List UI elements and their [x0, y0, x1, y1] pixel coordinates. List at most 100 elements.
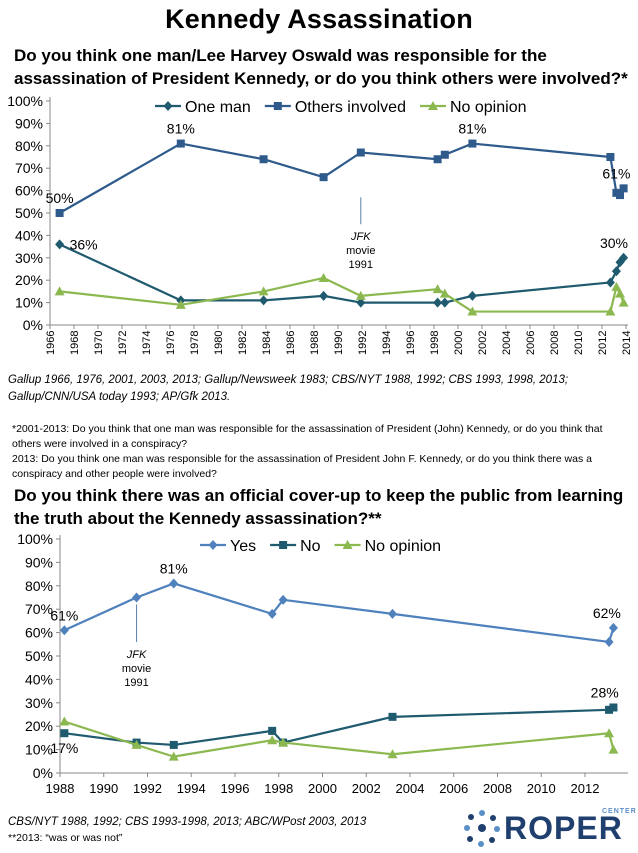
- chart1-x-tick-label: 1970: [93, 331, 105, 355]
- chart1-point-s1: [606, 153, 615, 161]
- chart1-point-s0: [259, 295, 269, 306]
- chart1-x-tick-label: 1972: [117, 331, 129, 355]
- chart1-point-s2: [605, 306, 616, 316]
- chart2-data-label: 28%: [591, 684, 619, 700]
- chart1-data-label: 81%: [167, 121, 195, 137]
- chart1-point-s0: [440, 297, 450, 308]
- chart2-point-s1: [268, 726, 277, 735]
- chart2-x-tick-label: 2002: [352, 781, 381, 796]
- chart2-series-line-0: [63, 582, 615, 644]
- chart1-x-tick-label: 1990: [333, 331, 345, 355]
- chart2-x-tick-label: 2008: [483, 781, 512, 796]
- chart1-y-tick-label: 10%: [15, 295, 43, 311]
- chart1-point-s2: [611, 281, 622, 291]
- chart2-point-s2: [168, 751, 179, 761]
- chart2-y-tick-label: 40%: [25, 671, 53, 687]
- chart1-x-tick-label: 1986: [285, 331, 297, 355]
- chart2-point-s2: [278, 737, 289, 747]
- chart2-point-s0: [267, 608, 277, 619]
- chart1-y-tick-label: 30%: [15, 250, 43, 266]
- chart2-legend-label-2: No opinion: [365, 538, 442, 555]
- chart1-data-label: 61%: [602, 165, 630, 181]
- chart2-x-tick-label: 2012: [571, 781, 600, 796]
- chart1-x-tick-label: 2000: [453, 331, 465, 355]
- chart2-x-tick-label: 2006: [439, 781, 468, 796]
- chart2-point-s1: [609, 703, 618, 712]
- chart1-data-label: 36%: [70, 236, 98, 252]
- roper-dots-icon: [464, 810, 500, 847]
- question-1: Do you think one man/Lee Harvey Oswald w…: [14, 46, 628, 88]
- chart1-point-s1: [356, 148, 365, 157]
- chart1-x-tick-label: 2004: [501, 331, 513, 355]
- chart2-y-tick-label: 100%: [17, 531, 53, 547]
- chart2-series-line-1: [64, 706, 614, 747]
- chart1-point-s2: [467, 306, 478, 316]
- source-2: CBS/NYT 1988, 1992; CBS 1993-1998, 2013;…: [8, 816, 367, 828]
- chart1-y-tick-label: 100%: [7, 93, 43, 109]
- chart2-y-tick-label: 10%: [25, 742, 53, 758]
- chart2-point-s2: [387, 749, 398, 759]
- chart1-x-tick-label: 1980: [213, 331, 225, 355]
- chart2-x-tick-label: 1994: [177, 781, 206, 796]
- chart2-point-s2: [59, 716, 70, 726]
- chart2-point-s2: [608, 744, 619, 754]
- chart1-x-tick-label: 2006: [525, 331, 537, 355]
- chart1-x-tick-label: 1974: [141, 331, 153, 355]
- chart2-series-line-2: [64, 720, 615, 758]
- chart1-x-tick-label: 1982: [237, 331, 249, 355]
- chart2-annotation-text: JFK: [126, 649, 147, 661]
- logo-text: ROPER: [504, 810, 623, 846]
- chart1-y-tick-label: 40%: [15, 227, 43, 243]
- chart1-annotation-text: 1991: [349, 259, 373, 271]
- chart1-x-tick-label: 1988: [309, 331, 321, 355]
- chart1-x-tick-label: 1994: [381, 331, 393, 355]
- chart1-y-tick-label: 20%: [15, 272, 43, 288]
- chart2-y-tick-label: 60%: [25, 625, 53, 641]
- chart1-x-tick-label: 2014: [621, 331, 633, 355]
- chart1-x-tick-label: 1968: [69, 331, 81, 355]
- chart2-point-s0: [608, 622, 618, 633]
- chart1-series-line-1: [59, 142, 625, 214]
- chart1-point-s0: [611, 266, 621, 277]
- chart1-y-tick-label: 60%: [15, 183, 43, 199]
- chart2-legend-marker-2: [342, 540, 353, 549]
- chart2-x-tick-label: 1996: [221, 781, 250, 796]
- chart2-point-s0: [604, 636, 614, 647]
- chart1-point-s2: [432, 284, 443, 294]
- chart1-legend-marker-1: [273, 102, 282, 110]
- chart2-annotation-text: 1991: [124, 677, 148, 689]
- chart1-x-tick-label: 1976: [165, 331, 177, 355]
- chart1-data-label: 30%: [600, 235, 628, 251]
- chart1-point-s2: [439, 288, 450, 298]
- chart2-point-s1: [169, 740, 178, 749]
- chart1-x-tick-label: 1984: [261, 331, 273, 355]
- footnote-1-line-2: 2013: Do you think one man was responsib…: [12, 453, 592, 480]
- chart2-y-tick-label: 20%: [25, 718, 53, 734]
- chart2-point-s0: [278, 594, 288, 605]
- chart2-point-s0: [388, 608, 397, 619]
- chart2-y-tick-label: 70%: [25, 601, 53, 617]
- page-title: Kennedy Assassination: [165, 4, 473, 34]
- footnote-1: *2001-2013: Do you think that one man wa…: [12, 422, 630, 482]
- chart2-point-s1: [605, 705, 614, 714]
- chart2-x-tick-label: 2004: [396, 781, 425, 796]
- chart2-data-label: 17%: [50, 740, 78, 756]
- chart1-x-tick-label: 1996: [405, 331, 417, 355]
- roper-center-logo: ROPER CENTER: [462, 808, 636, 848]
- chart2-y-tick-label: 90%: [25, 554, 53, 570]
- footnote-2: **2013: “was or was not”: [8, 832, 123, 844]
- chart1-point-s2: [54, 286, 65, 296]
- chart1-point-s1: [319, 173, 328, 182]
- chart1-x-tick-label: 2002: [477, 331, 489, 355]
- chart2-point-s2: [267, 735, 278, 745]
- chart1-x-tick-label: 1978: [189, 331, 201, 355]
- chart2-data-label: 62%: [593, 605, 621, 621]
- chart1-point-s0: [433, 297, 443, 308]
- chart2-point-s0: [169, 578, 179, 589]
- chart2-point-s1: [388, 712, 397, 721]
- chart1-y-tick-label: 50%: [15, 205, 43, 221]
- chart1-x-tick-label: 1992: [357, 331, 369, 355]
- footnote-1-line-1: *2001-2013: Do you think that one man wa…: [12, 423, 603, 450]
- chart2-legend-label-1: No: [300, 538, 321, 555]
- chart2-legend-marker-0: [208, 540, 218, 550]
